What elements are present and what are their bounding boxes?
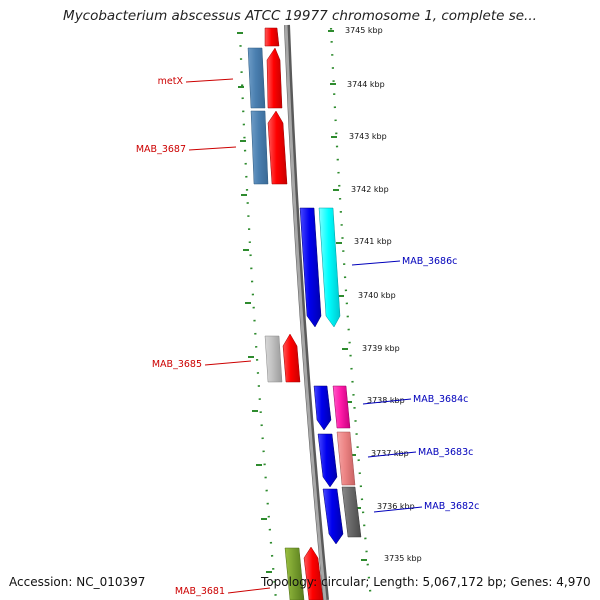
kbp-tick-label: 3735 kbp: [384, 554, 422, 563]
gene-MAB-3681: [303, 546, 324, 600]
topology-stats-text: Topology: circular; Length: 5,067,172 bp…: [261, 575, 591, 589]
gene-MAB-3682c-gray: [341, 486, 362, 538]
gene-MAB-3686c-cyan: [318, 207, 341, 328]
kbp-tick-label: 3736 kbp: [377, 502, 415, 511]
leader-line: [227, 587, 271, 594]
kbp-tick-label: 3745 kbp: [345, 26, 383, 35]
reverse-genes: [299, 207, 362, 545]
kbp-tick-label: 3739 kbp: [362, 344, 400, 353]
accession-text: Accession: NC_010397: [9, 575, 146, 589]
gene-MAB-3686c: [299, 207, 322, 328]
reverse-gene-labels: MAB_3686c MAB_3684c MAB_3683c MAB_3682c: [351, 256, 479, 513]
gene-label-MAB-3687[interactable]: MAB_3687: [136, 144, 186, 155]
gene-MAB-3687: [267, 110, 288, 185]
gene-metX-steel: [247, 47, 266, 109]
leader-line: [367, 451, 417, 458]
kbp-tick-label: 3738 kbp: [367, 396, 405, 405]
map-title: Mycobacterium abscessus ATCC 19977 chrom…: [63, 8, 537, 24]
kbp-tick-labels: 3745 kbp 3744 kbp 3743 kbp 3742 kbp 3741…: [345, 26, 422, 563]
gene-label-MAB-3685[interactable]: MAB_3685: [152, 359, 202, 370]
gene-label-MAB-3681[interactable]: MAB_3681: [175, 586, 225, 597]
gene-MAB-3687-steel: [250, 110, 269, 185]
gene-MAB-3681-olive: [284, 547, 305, 600]
leader-line: [188, 146, 237, 151]
gene-label-MAB-3684c[interactable]: MAB_3684c: [413, 394, 468, 405]
kbp-tick-label: 3737 kbp: [371, 449, 409, 458]
gene-MAB-3682c: [322, 488, 344, 545]
kbp-tick-label: 3744 kbp: [347, 80, 385, 89]
forward-gene-labels: metX MAB_3687 MAB_3685 MAB_3681: [136, 76, 271, 597]
left-major-ticks: [237, 32, 272, 573]
leader-line: [373, 506, 423, 513]
gene-metX: [266, 47, 283, 109]
gene-MAB-3684c-magenta: [332, 385, 351, 429]
gene-label-MAB-3686c[interactable]: MAB_3686c: [402, 256, 457, 267]
genome-backbone-highlight: [284, 24, 327, 600]
leader-line: [362, 398, 412, 405]
forward-genes: [247, 27, 324, 600]
leader-line: [204, 360, 252, 366]
leader-line: [351, 260, 401, 266]
left-tick-rail: [238, 31, 278, 600]
gene-MAB-3684c: [313, 385, 332, 431]
gene-label-metX[interactable]: metX: [158, 76, 184, 87]
leader-line: [185, 78, 234, 83]
right-major-ticks: [328, 30, 367, 561]
tick-rails: [238, 27, 373, 600]
gene-MAB-3683c: [317, 433, 338, 488]
right-tick-rail: [329, 27, 373, 600]
kbp-tick-label: 3742 kbp: [351, 185, 389, 194]
gene-MAB-3685: [282, 333, 301, 383]
gene-label-MAB-3683c[interactable]: MAB_3683c: [418, 447, 473, 458]
gene-top-red: [264, 27, 280, 47]
kbp-tick-label: 3743 kbp: [349, 132, 387, 141]
kbp-tick-label: 3741 kbp: [354, 237, 392, 246]
kbp-tick-label: 3740 kbp: [358, 291, 396, 300]
gene-MAB-3685-gray: [264, 335, 283, 383]
gene-label-MAB-3682c[interactable]: MAB_3682c: [424, 501, 479, 512]
gene-MAB-3683c-pink: [336, 431, 356, 486]
